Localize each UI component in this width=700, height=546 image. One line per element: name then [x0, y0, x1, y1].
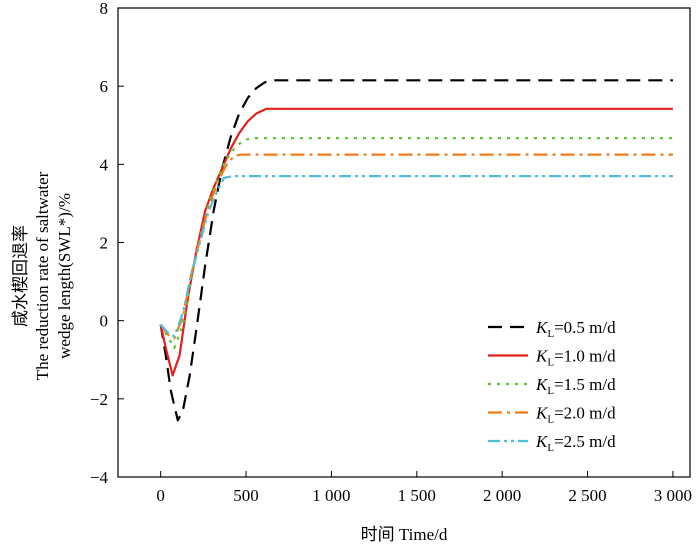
y-tick-label: 8 [100, 0, 109, 18]
x-tick-label: 3 000 [654, 486, 692, 505]
x-tick-label: 2 500 [568, 486, 606, 505]
y-tick-label: 2 [100, 234, 109, 253]
x-tick-label: 0 [156, 486, 165, 505]
y-tick-label: 4 [100, 155, 109, 174]
y-axis-label-line-1: 咸水楔回退率 [11, 225, 30, 327]
legend-label-5: KL=2.5 m/d [535, 432, 616, 454]
series-group [159, 79, 673, 422]
series-line-4 [159, 153, 673, 340]
y-tick-label: −4 [90, 468, 109, 487]
x-tick-label: 2 000 [483, 486, 521, 505]
series-line-2 [159, 107, 673, 377]
legend-label-4: KL=2.0 m/d [535, 404, 616, 426]
series-line-1 [159, 79, 673, 422]
ticks-group: 0 500 1 000 1 500 2 000 2 500 3 000 −4 −2 0 2 4 6 8 [90, 0, 692, 505]
x-axis-label: 时间 Time/d [361, 525, 448, 544]
y-axis-label-line-3: wedge length(SWL*)/% [55, 193, 74, 359]
y-axis-label-group: 咸水楔回退率 The reduction rate of saltwater w… [11, 171, 74, 380]
y-tick-label: 6 [100, 77, 109, 96]
x-tick-label: 500 [233, 486, 259, 505]
y-axis-label-line-2: The reduction rate of saltwater [33, 171, 52, 380]
x-tick-label: 1 000 [312, 486, 350, 505]
series-line-3 [159, 137, 673, 350]
legend-label-3: KL=1.5 m/d [535, 375, 616, 397]
legend-label-2: KL=1.0 m/d [535, 347, 616, 369]
series-line-5 [159, 175, 673, 338]
x-tick-label: 1 500 [398, 486, 436, 505]
y-tick-label: −2 [90, 390, 108, 409]
y-tick-label: 0 [100, 312, 109, 331]
legend-label-1: KL=0.5 m/d [535, 318, 616, 340]
legend: KL=0.5 m/d KL=1.0 m/d KL=1.5 m/d KL=2.0 m/d… [488, 318, 616, 454]
